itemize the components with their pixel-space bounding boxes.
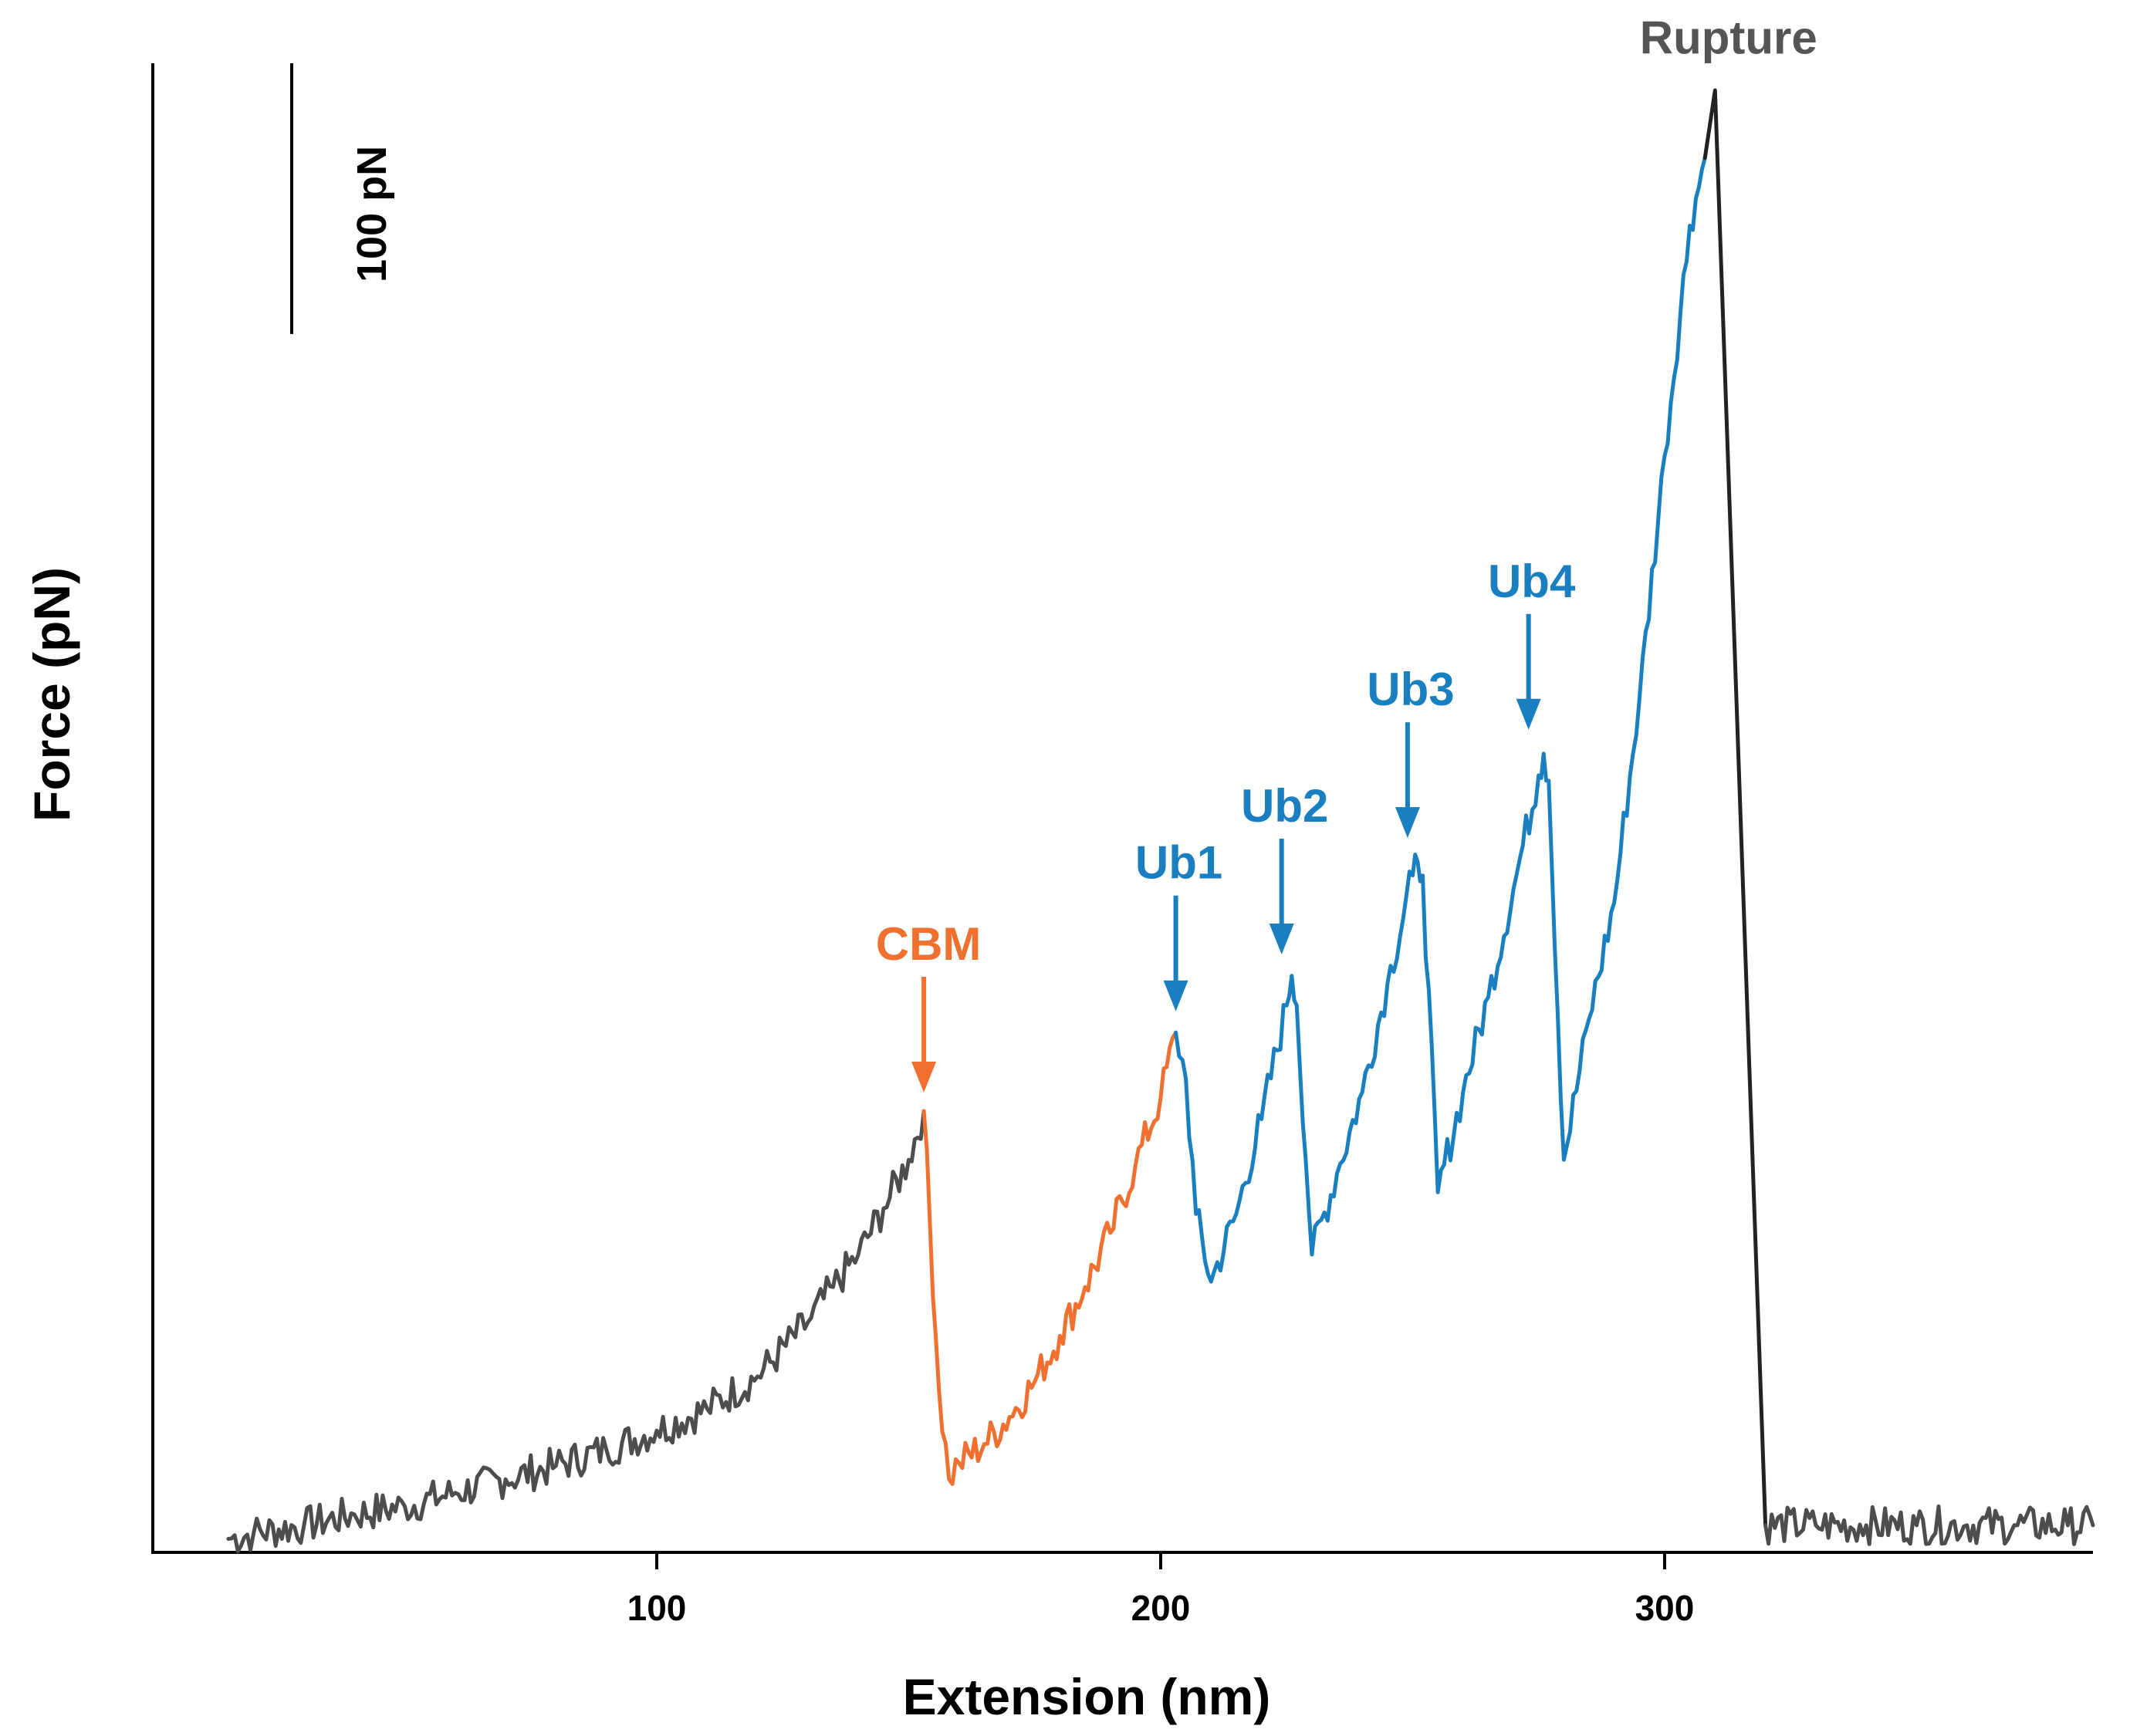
x-tick-label-100: 100 bbox=[627, 1588, 687, 1628]
ub2-arrow-head bbox=[1269, 924, 1294, 955]
x-ticks: 100 200 300 bbox=[627, 1552, 1695, 1628]
trace-cbm bbox=[921, 1030, 1178, 1486]
ub4-label: Ub4 bbox=[1488, 556, 1576, 607]
x-tick-label-200: 200 bbox=[1131, 1588, 1191, 1628]
cbm-arrow-head bbox=[911, 1061, 937, 1093]
ub1-label: Ub1 bbox=[1135, 837, 1222, 889]
x-tick-label-300: 300 bbox=[1635, 1588, 1695, 1628]
force-traces bbox=[226, 88, 2095, 1554]
y-axis-title: Force (pN) bbox=[23, 567, 80, 822]
scale-bar-label: 100 pN bbox=[349, 146, 395, 282]
x-axis-title: Extension (nm) bbox=[903, 1668, 1271, 1725]
ub3-arrow-head bbox=[1395, 807, 1420, 839]
ub4-arrow-head bbox=[1516, 698, 1541, 730]
ub2-label: Ub2 bbox=[1241, 780, 1328, 832]
ub3-label: Ub3 bbox=[1367, 664, 1454, 715]
event-annotations: CBM Ub1 Ub2 Ub3 Ub4 Rupture bbox=[876, 12, 1817, 1093]
trace-ub bbox=[1174, 156, 1707, 1284]
trace-baseline bbox=[1763, 1504, 2095, 1546]
rupture-label: Rupture bbox=[1640, 12, 1817, 64]
cbm-label: CBM bbox=[876, 918, 982, 970]
trace-approach bbox=[226, 1109, 926, 1554]
ub1-arrow-head bbox=[1163, 980, 1188, 1012]
trace-rupture bbox=[1702, 88, 1768, 1528]
